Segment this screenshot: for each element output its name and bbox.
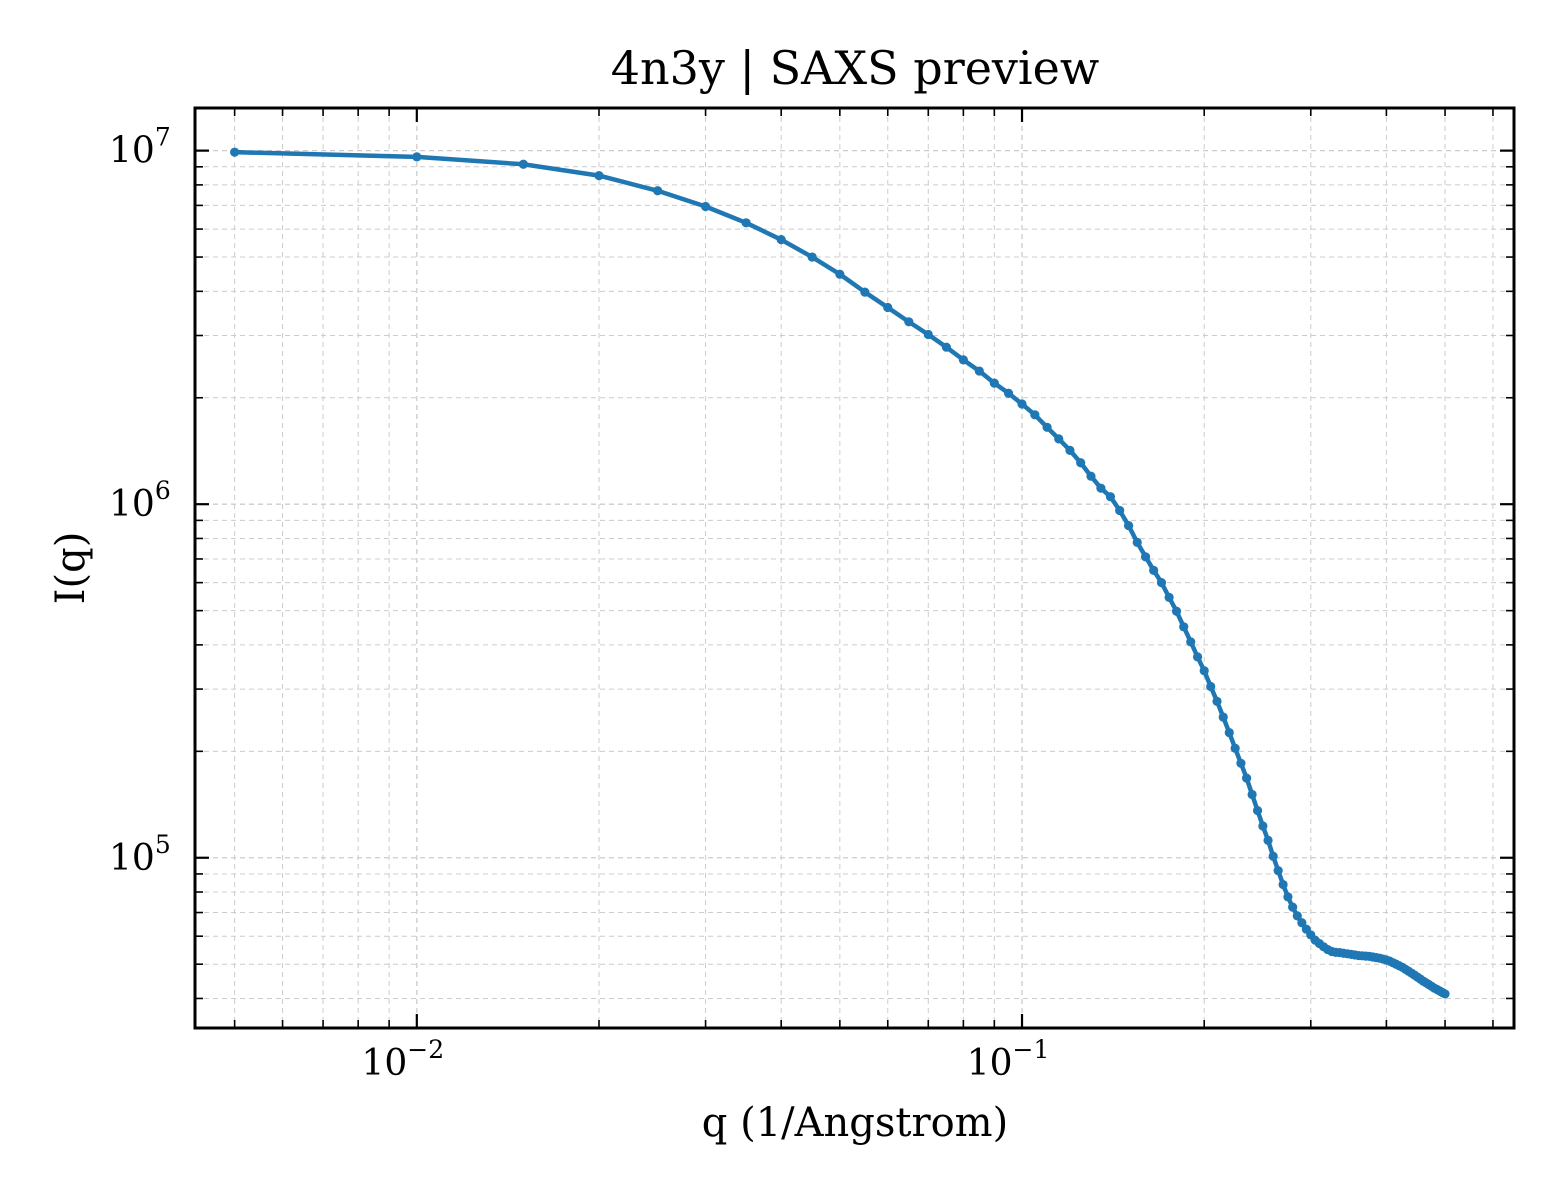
data-point — [923, 329, 933, 340]
data-point — [1273, 865, 1283, 876]
axis-ticks — [195, 108, 1514, 1028]
data-point — [1054, 434, 1064, 444]
y-tick-base: 10 — [109, 838, 155, 879]
data-point — [1199, 666, 1209, 676]
data-point — [653, 186, 663, 196]
data-point — [1030, 410, 1040, 420]
data-point — [1212, 696, 1222, 706]
data-point — [1224, 727, 1234, 738]
data-point — [1076, 458, 1086, 468]
data-point — [1115, 505, 1125, 516]
data-point — [1156, 578, 1167, 588]
data-point — [1218, 712, 1228, 722]
y-tick-exponent: 5 — [155, 830, 171, 859]
data-point — [1017, 399, 1027, 409]
data-point — [1132, 537, 1142, 547]
x-tick-label: 10−1 — [967, 1035, 1050, 1084]
x-axis-label: q (1/Angstrom) — [702, 1100, 1008, 1146]
data-point — [1149, 565, 1159, 575]
plot-frame — [193, 106, 1516, 1030]
data-point — [518, 159, 529, 169]
data-point — [1179, 622, 1189, 632]
data-point — [1192, 652, 1203, 662]
data-point — [594, 170, 604, 181]
data-point — [1186, 637, 1196, 647]
data-point — [1252, 805, 1263, 816]
data-point — [974, 366, 984, 376]
y-tick-label: 105 — [109, 830, 171, 879]
grid-lines — [195, 108, 1514, 1028]
data-point — [1292, 911, 1302, 921]
data-point — [1263, 835, 1273, 845]
y-tick-base: 10 — [109, 131, 155, 172]
data-point — [1140, 552, 1151, 562]
data-point — [1283, 892, 1293, 902]
data-point — [883, 302, 893, 313]
data-point — [1268, 851, 1278, 861]
data-point — [860, 287, 870, 297]
data-point — [989, 378, 999, 388]
data-point — [1247, 789, 1257, 800]
data-point — [941, 342, 952, 352]
data-point — [1278, 879, 1288, 890]
data-point — [1105, 492, 1116, 502]
x-tick-base: 10 — [361, 1043, 407, 1084]
data-point — [230, 147, 240, 157]
data-point — [1236, 758, 1246, 768]
data-point — [1086, 471, 1096, 481]
y-tick-label: 107 — [109, 123, 171, 172]
y-tick-label: 106 — [109, 476, 171, 525]
data-point — [835, 269, 845, 279]
data-point — [700, 201, 711, 212]
data-point — [958, 355, 968, 365]
x-tick-exponent: −1 — [1013, 1035, 1050, 1064]
data-point — [1297, 918, 1307, 928]
data-point — [741, 218, 751, 228]
data-point — [412, 152, 422, 162]
data-point — [1242, 773, 1252, 783]
data-point — [1288, 902, 1298, 912]
y-tick-base: 10 — [109, 484, 155, 525]
x-tick-label: 10−2 — [361, 1035, 444, 1084]
y-tick-exponent: 7 — [155, 123, 171, 152]
data-point — [1171, 606, 1182, 616]
data-point — [1440, 989, 1450, 999]
data-point — [1096, 483, 1106, 493]
data-point — [1258, 821, 1268, 831]
data-point — [1124, 520, 1134, 531]
data-series — [230, 147, 1450, 999]
data-point — [1042, 422, 1052, 432]
data-point — [1003, 388, 1014, 398]
data-point — [776, 235, 786, 245]
data-point — [1206, 681, 1216, 692]
y-tick-exponent: 6 — [155, 476, 171, 505]
y-axis-label: I(q) — [48, 532, 94, 605]
x-tick-exponent: −2 — [407, 1035, 444, 1064]
data-point — [1065, 445, 1075, 455]
chart-title: 4n3y | SAXS preview — [611, 41, 1099, 95]
data-point — [1230, 743, 1240, 753]
data-point — [904, 317, 914, 327]
data-point — [807, 252, 817, 262]
data-point — [1164, 592, 1174, 603]
x-tick-base: 10 — [967, 1043, 1013, 1084]
